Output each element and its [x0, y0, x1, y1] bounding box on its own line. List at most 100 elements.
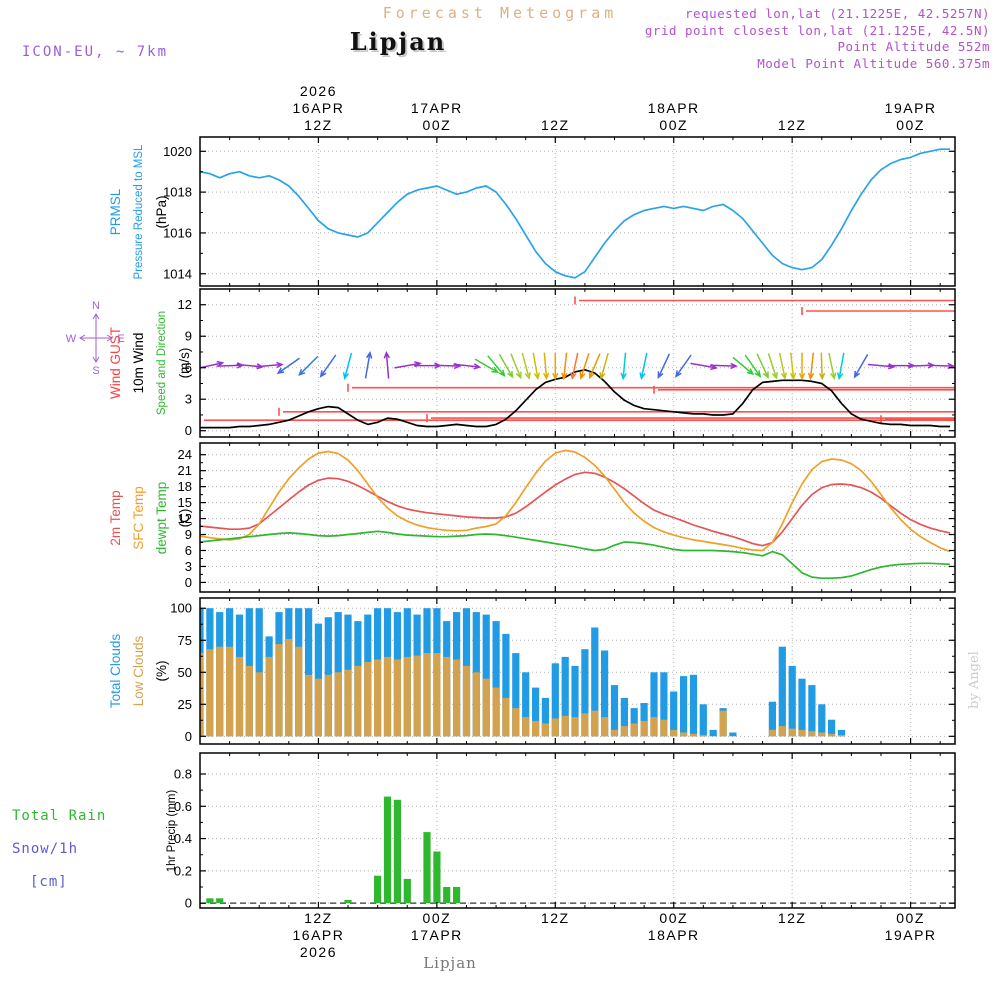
series-dewpt-temp: [200, 530, 951, 580]
legend--cm-: [cm]: [30, 874, 68, 890]
axis-label-speed-and-direction: Speed and Direction: [156, 310, 168, 416]
ytick-label: 6: [185, 543, 192, 558]
xtick-label: 18APR: [648, 927, 700, 943]
axis-label--m-s-: (m/s): [177, 347, 192, 379]
ytick-label: 0: [185, 423, 192, 438]
xtick-label: 12Z: [778, 117, 807, 133]
axis-label--c-: (C): [177, 508, 192, 527]
ytick-label: 15: [178, 495, 192, 510]
compass-east-label: E: [117, 333, 124, 345]
ytick-label: 0: [185, 896, 192, 911]
ytick-label: 3: [185, 392, 192, 407]
xtick-label: 17APR: [411, 100, 463, 116]
requested-coords: requested lon,lat (21.1225E, 42.5257N): [685, 6, 990, 21]
ytick-label: 0.4: [174, 831, 192, 846]
ytick-label: 12: [178, 511, 192, 526]
page-title: Forecast Meteogram: [382, 4, 618, 22]
panel-pressure: 1014 1016 1018 1020: [163, 136, 956, 287]
xtick-label: 12Z: [304, 117, 333, 133]
ytick-label: 12: [178, 297, 192, 312]
xtick-label: 12Z: [541, 117, 570, 133]
ytick-label: 100: [170, 601, 192, 616]
ytick-label: 0.2: [174, 863, 192, 878]
ytick-label: 0: [185, 575, 192, 590]
xtick-label: 2026: [300, 83, 337, 99]
legend-snow-1h: Snow/1h: [12, 841, 79, 857]
xtick-label: 00Z: [659, 117, 688, 133]
xtick-label: 12Z: [778, 910, 807, 926]
panel-wind: 0 3 6 9 12: [178, 288, 956, 438]
ytick-label: 0.6: [174, 799, 192, 814]
ytick-label: 24: [178, 447, 192, 462]
ytick-label: 0: [185, 729, 192, 744]
axis-label-prmsl: PRMSL: [108, 188, 123, 235]
xtick-label: 12Z: [304, 910, 333, 926]
legend-total-rain: Total Rain: [12, 808, 107, 824]
axis-label--hpa-: (hPa): [154, 195, 169, 229]
series-rain: [206, 796, 461, 904]
series-2m-temp: [200, 471, 951, 547]
ytick-label: 21: [178, 463, 192, 478]
watermark: by Angel: [967, 651, 982, 709]
ytick-label: 1016: [163, 225, 192, 240]
ytick-label: 9: [185, 527, 192, 542]
wind-direction-arrows: [200, 350, 955, 381]
time-axis-labels: 12Z16APR202612Z16APR202600Z17APR00Z17APR…: [293, 83, 937, 960]
compass-north-label: N: [92, 300, 100, 312]
station-name: Lipjan: [349, 27, 447, 56]
ytick-label: 0.8: [174, 766, 192, 781]
axis-label-1hr-precip-mm-: 1hr Precip (mm): [166, 789, 178, 872]
wind-direction-legend: N S W E: [66, 300, 125, 377]
xtick-label: 2026: [300, 944, 337, 960]
xtick-label: 00Z: [423, 910, 452, 926]
xtick-label: 00Z: [423, 117, 452, 133]
series-wind-gust: [200, 296, 955, 425]
axis-label-low-clouds: Low Clouds: [131, 635, 146, 707]
axis-label-pressure-reduced-to-msl: Pressure Reduced to MSL: [133, 144, 145, 279]
xtick-label: 00Z: [896, 910, 925, 926]
axis-label-dewpt-temp: dewpt Temp: [154, 481, 169, 554]
axis-label-sfc-temp: SFC Temp: [131, 485, 146, 550]
xtick-label: 16APR: [293, 927, 345, 943]
compass-west-label: W: [66, 333, 77, 345]
ytick-label: 18: [178, 479, 192, 494]
request-meta: requested lon,lat (21.1225E, 42.5257N) g…: [645, 6, 990, 72]
xtick-label: 18APR: [648, 100, 700, 116]
axis-label--: (%): [154, 660, 169, 682]
axis-label-10m-wind: 10m Wind: [131, 332, 146, 394]
ytick-label: 1020: [163, 144, 192, 159]
xtick-label: 12Z: [541, 910, 570, 926]
panel-precip: 0 0.2 0.4 0.6 0.8: [174, 752, 956, 911]
ytick-label: 3: [185, 559, 192, 574]
series-prmsl: [200, 148, 951, 279]
point-altitude: Point Altitude 552m: [837, 39, 990, 54]
grid-point-coords: grid point closest lon,lat (21.125E, 42.…: [644, 22, 990, 38]
xtick-label: 16APR: [293, 100, 345, 116]
ytick-label: 50: [178, 665, 192, 680]
ytick-label: 1014: [163, 266, 192, 281]
xtick-label: 00Z: [896, 117, 925, 133]
series-sfc-temp: [200, 449, 951, 553]
footer-station-name: Lipjan: [423, 954, 477, 972]
ytick-label: 6: [185, 360, 192, 375]
panel-clouds: 0 25 50 75 100: [170, 597, 956, 745]
series-10m-wind: [200, 368, 951, 429]
xtick-label: 00Z: [659, 910, 688, 926]
xtick-label: 17APR: [411, 927, 463, 943]
ytick-label: 75: [178, 633, 192, 648]
axis-label-2m-temp: 2m Temp: [108, 489, 123, 546]
series-low-clouds: [200, 639, 846, 737]
xtick-label: 19APR: [885, 100, 937, 116]
axis-label-wind-gust: Wind GUST: [108, 327, 123, 400]
ytick-label: 9: [185, 329, 192, 344]
model-label: ICON-EU, ~ 7km: [22, 44, 169, 60]
xtick-label: 19APR: [885, 927, 937, 943]
axis-label-total-clouds: Total Clouds: [108, 633, 123, 709]
model-point-altitude: Model Point Altitude 560.375m: [757, 55, 990, 71]
compass-south-label: S: [92, 365, 99, 377]
ytick-label: 25: [178, 697, 192, 712]
ytick-label: 1018: [163, 185, 192, 200]
